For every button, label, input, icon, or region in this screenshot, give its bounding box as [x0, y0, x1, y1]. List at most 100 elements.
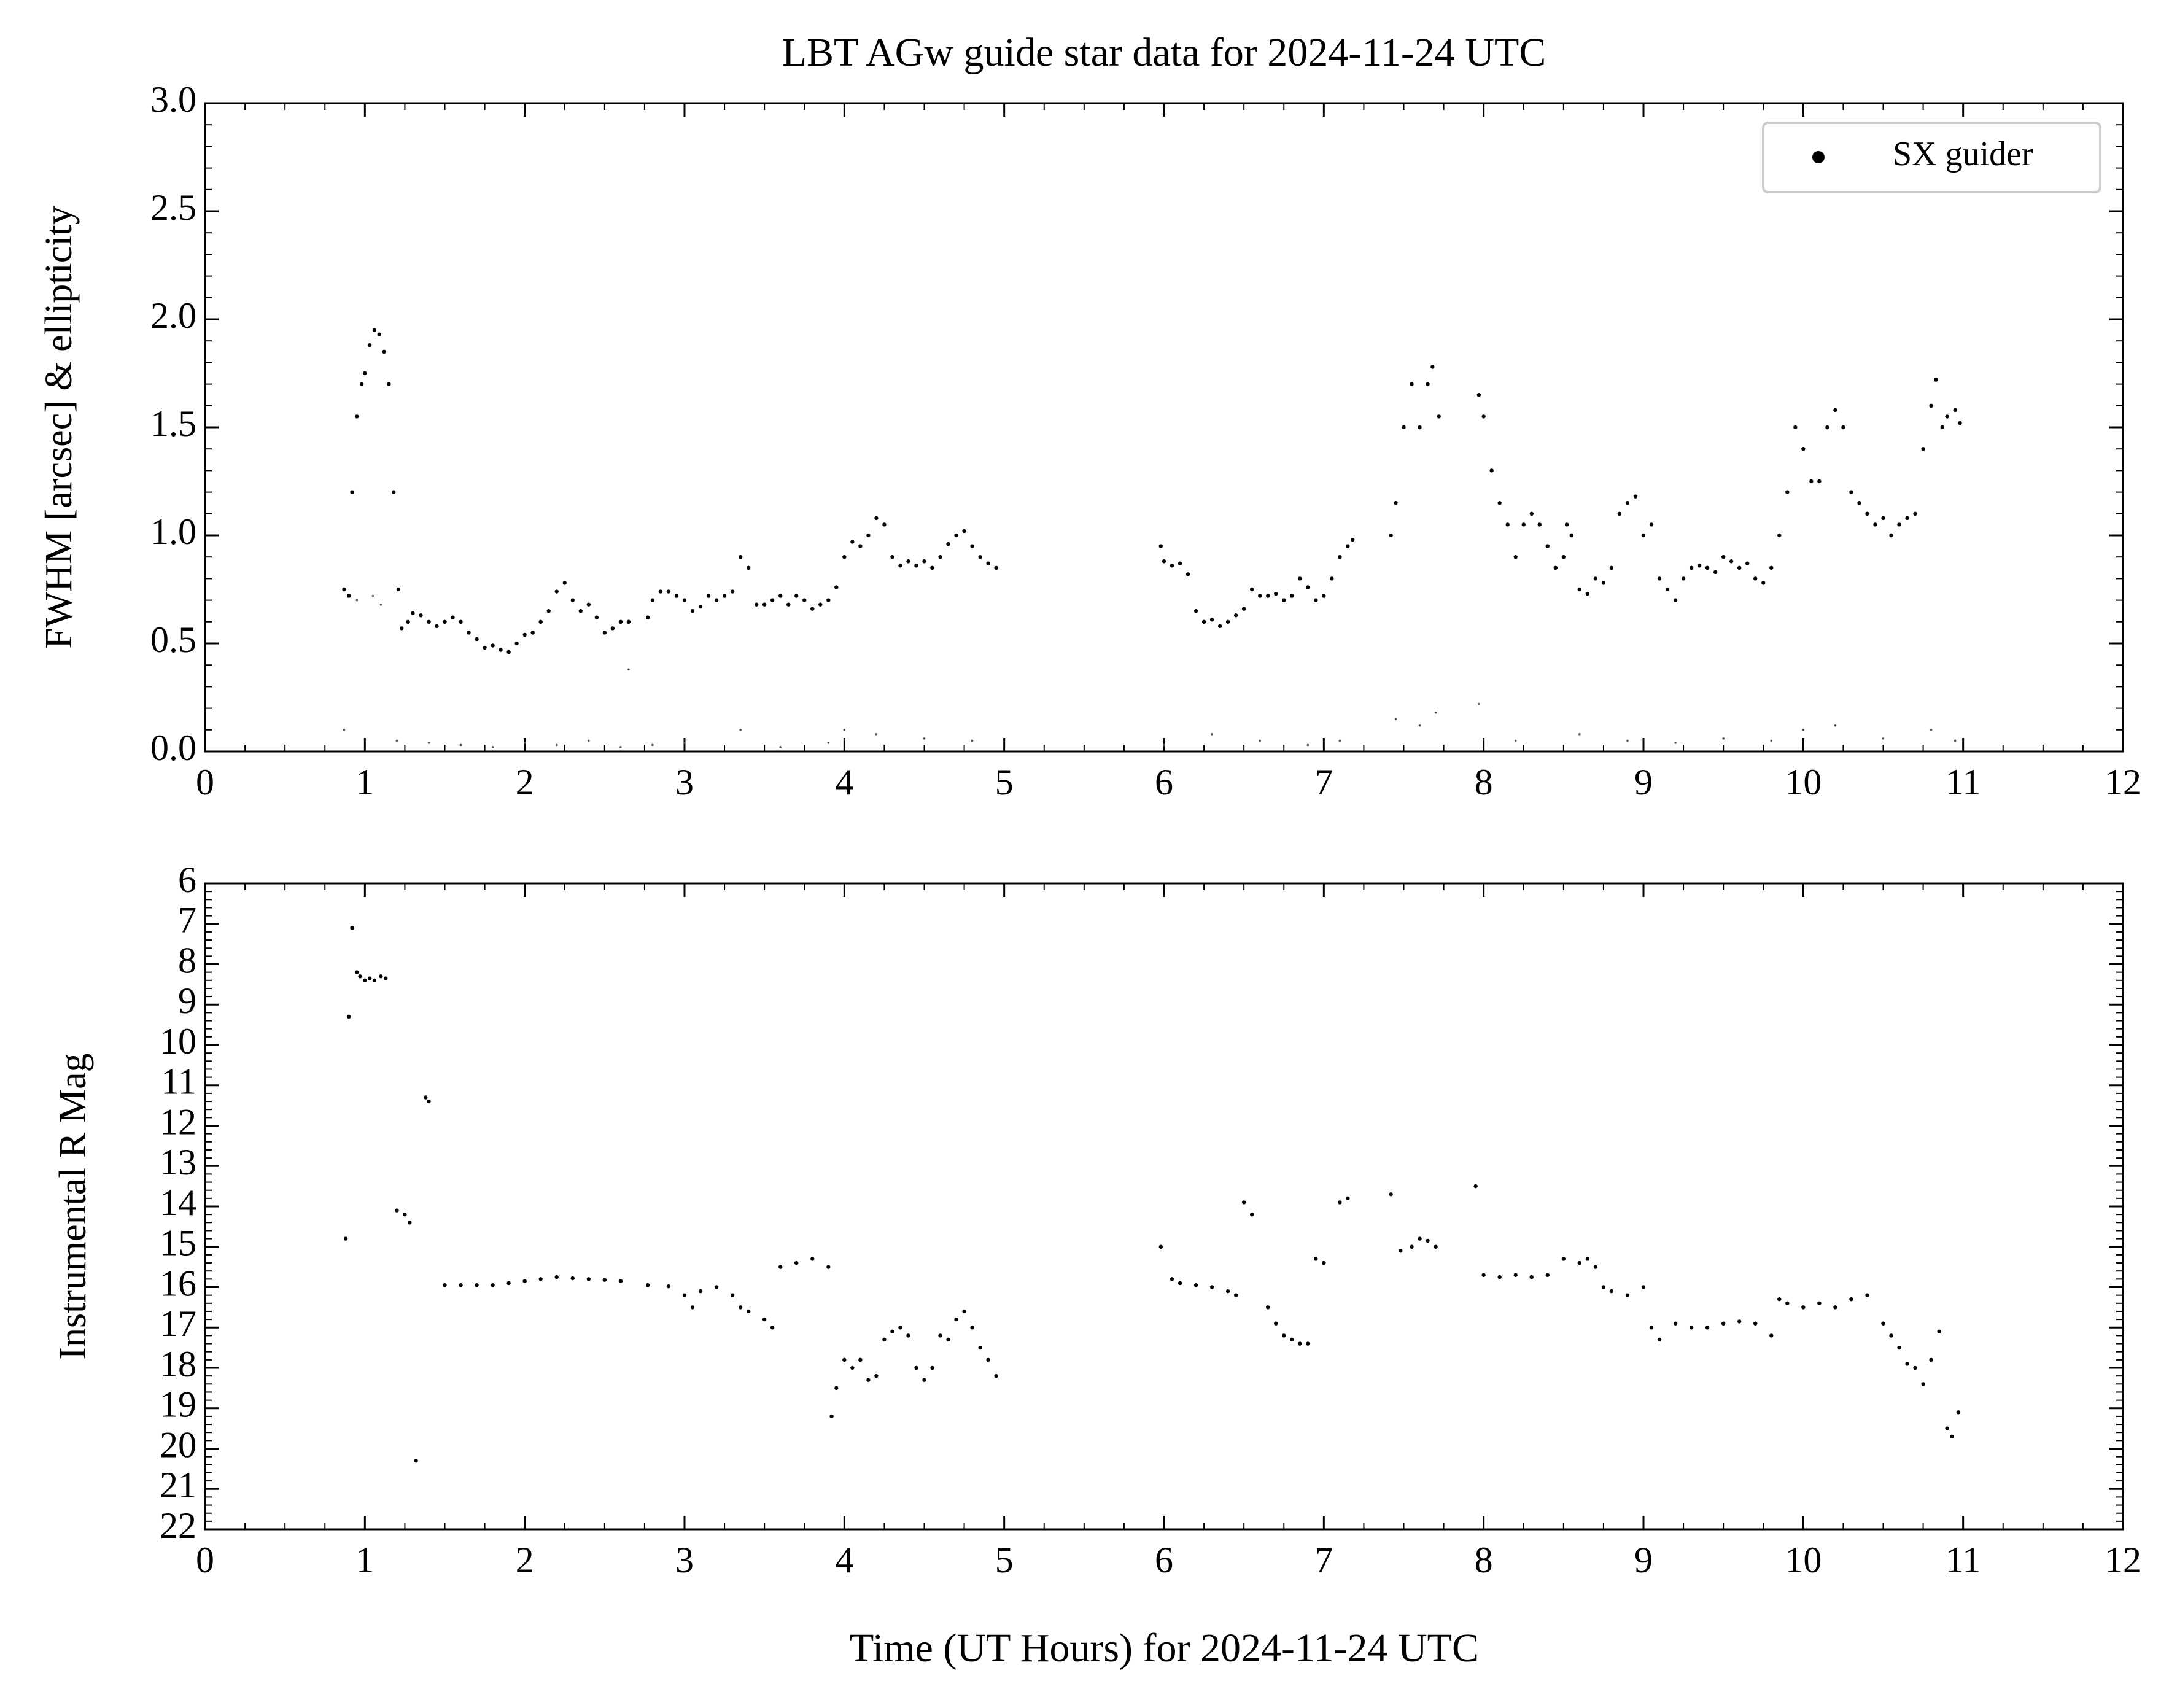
data-point [1673, 598, 1678, 602]
data-point [850, 540, 855, 544]
data-point [706, 594, 711, 598]
data-point [1882, 737, 1885, 740]
x-tick-label: 4 [835, 1540, 853, 1580]
y-tick-label: 15 [160, 1223, 196, 1264]
data-point [1410, 1244, 1414, 1249]
data-point [1314, 598, 1318, 602]
data-point [1158, 1244, 1163, 1249]
data-point [377, 332, 381, 336]
data-point [1633, 494, 1638, 499]
data-point [1513, 1273, 1518, 1277]
data-point [682, 1293, 687, 1297]
data-point [1521, 522, 1526, 527]
data-point [499, 648, 503, 652]
data-point [1158, 544, 1163, 548]
data-point [1162, 559, 1166, 564]
x-tick-label: 5 [995, 762, 1014, 802]
data-point [467, 631, 471, 635]
data-point [826, 1265, 831, 1269]
data-point [1649, 522, 1654, 527]
data-point [770, 1326, 775, 1330]
y-tick-label: 16 [160, 1263, 196, 1303]
data-point [986, 1357, 990, 1362]
data-point [1537, 522, 1542, 527]
data-point [698, 604, 703, 609]
y-tick-label: 10 [160, 1021, 196, 1062]
data-point [1617, 511, 1622, 516]
data-point [367, 976, 372, 980]
y-tick-label: 18 [160, 1344, 196, 1384]
data-point [1897, 1345, 1901, 1350]
data-point [1673, 1321, 1678, 1326]
data-point [1481, 1273, 1486, 1277]
data-point [1418, 425, 1422, 430]
data-point [363, 371, 367, 376]
data-point [714, 1285, 719, 1289]
data-point [1889, 1333, 1893, 1338]
data-point [1418, 1236, 1422, 1241]
data-point [970, 544, 974, 548]
data-point [1809, 479, 1814, 484]
data-point [427, 1099, 431, 1104]
data-point [1201, 619, 1206, 624]
data-point [1721, 1321, 1726, 1326]
data-point [459, 743, 462, 747]
data-point [451, 615, 455, 619]
data-point [1934, 378, 1938, 382]
data-point [1473, 1184, 1478, 1189]
legend-label: SX guider [1893, 135, 2033, 173]
data-point [1282, 598, 1286, 602]
data-point [866, 1378, 871, 1382]
data-point [978, 555, 982, 559]
y-tick-label: 7 [178, 900, 196, 941]
x-tick-label: 12 [2105, 1540, 2141, 1580]
data-point [1249, 1212, 1254, 1217]
data-point [754, 602, 759, 607]
data-point [443, 1283, 447, 1287]
data-point [906, 1333, 910, 1338]
x-tick-label: 3 [675, 1540, 694, 1580]
data-point [1430, 365, 1435, 369]
data-point [586, 1277, 591, 1281]
data-point [347, 594, 351, 598]
y-tick-label: 0.0 [150, 728, 196, 768]
x-tick-label: 10 [1785, 762, 1822, 802]
data-point [1394, 501, 1398, 505]
data-point [475, 637, 479, 642]
x-tick-label: 1 [355, 1540, 374, 1580]
data-point [1178, 1281, 1182, 1286]
y-tick-label: 17 [160, 1303, 196, 1344]
y-tick-label: 11 [161, 1062, 196, 1102]
data-point [1954, 739, 1957, 742]
data-point [1945, 414, 1949, 419]
data-point [1170, 1277, 1174, 1281]
data-point [1282, 1333, 1286, 1338]
data-point [350, 926, 354, 930]
x-axis-label: Time (UT Hours) for 2024-11-24 UTC [849, 1626, 1479, 1671]
data-point [1434, 1244, 1438, 1249]
x-tick-label: 11 [1946, 1540, 1981, 1580]
data-point [1350, 537, 1355, 542]
data-point [1729, 559, 1734, 564]
data-point [946, 542, 950, 546]
data-point [1266, 1305, 1270, 1310]
data-point [1249, 587, 1254, 592]
x-tick-label: 9 [1634, 762, 1653, 802]
data-point [1689, 1326, 1694, 1330]
data-point [372, 978, 377, 983]
data-point [1259, 739, 1261, 742]
data-point [954, 533, 958, 538]
y-tick-label: 12 [160, 1101, 196, 1142]
data-point [1389, 533, 1393, 538]
data-point [666, 589, 671, 594]
data-point [829, 1414, 834, 1419]
data-point [874, 516, 879, 521]
data-point [1211, 733, 1213, 736]
data-point [538, 1277, 543, 1281]
data-point [1897, 522, 1901, 527]
data-point [1657, 576, 1662, 581]
data-point [827, 742, 830, 744]
data-point [379, 974, 383, 979]
data-point [970, 1326, 974, 1330]
